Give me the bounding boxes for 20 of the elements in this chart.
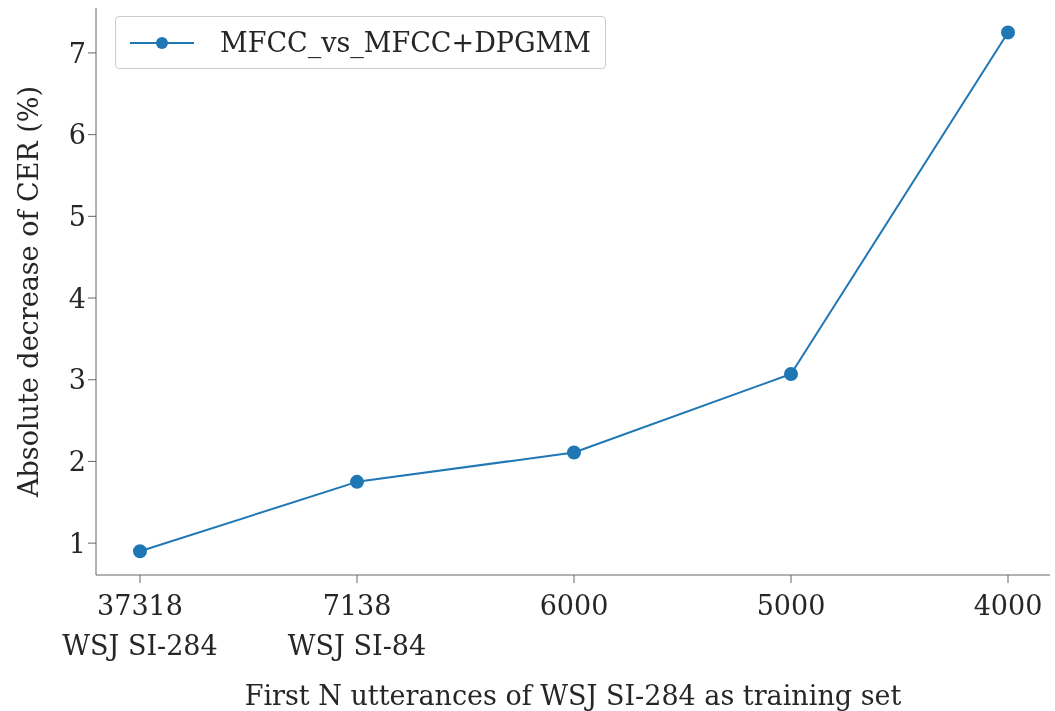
- point: [350, 474, 364, 489]
- x-tick-label: 4000: [973, 590, 1043, 621]
- y-tick-label: 3: [68, 364, 86, 396]
- point: [133, 544, 147, 559]
- y-tick-label: 7: [68, 37, 86, 69]
- point: [784, 367, 798, 382]
- y-tick-label: 6: [68, 119, 86, 151]
- x-axis-title: First N utterances of WSJ SI-284 as training set: [244, 680, 902, 711]
- y-tick-label: 5: [68, 200, 86, 232]
- point: [567, 445, 581, 460]
- x-tick-label: 7138 WSJ SI-84: [287, 590, 427, 661]
- point: [1001, 25, 1015, 40]
- y-tick-label: 2: [68, 446, 86, 478]
- x-tick-label: 37318 WSJ SI-284: [62, 590, 218, 661]
- x-tick-label: 5000: [756, 590, 826, 621]
- x-tick-label: 6000: [539, 590, 609, 621]
- y-tick-label: 4: [68, 282, 86, 314]
- y-tick-label: 1: [68, 527, 86, 559]
- y-axis-title: Absolute decrease of CER (%): [13, 86, 44, 498]
- legend-label: MFCC_vs_MFCC+DPGMM: [220, 27, 591, 58]
